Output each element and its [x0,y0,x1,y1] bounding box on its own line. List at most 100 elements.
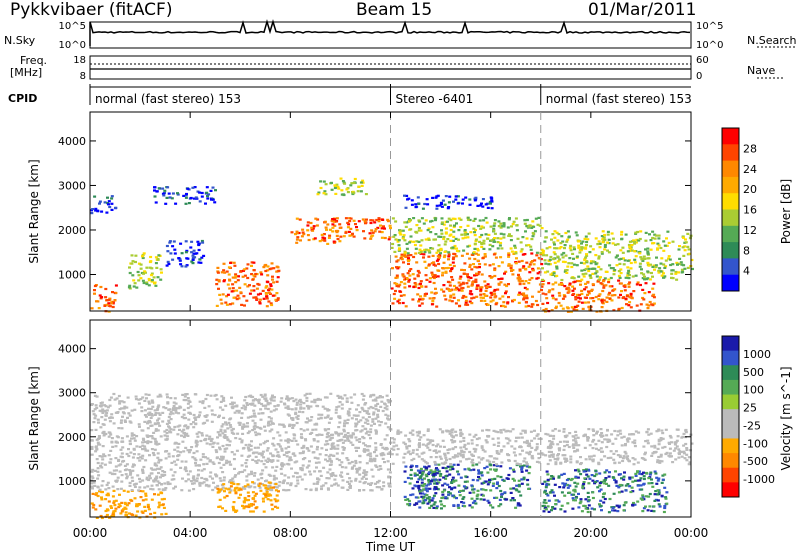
heatmap-cell [249,402,253,405]
heatmap-cell [480,241,484,245]
heatmap-cell [197,242,201,246]
heatmap-cell [233,475,237,478]
heatmap-cell [408,431,412,434]
heatmap-cell [477,271,481,274]
heatmap-cell [171,455,175,458]
heatmap-cell [174,202,178,205]
heatmap-cell [140,406,144,409]
heatmap-cell [507,296,510,299]
heatmap-cell [496,475,500,478]
heatmap-cell [104,296,108,299]
heatmap-cell [526,444,530,447]
heatmap-cell [600,301,604,304]
heatmap-cell [230,396,233,399]
heatmap-cell [459,460,462,463]
heatmap-cell [683,249,687,252]
heatmap-cell [475,497,479,500]
heatmap-cell [184,194,188,197]
heatmap-cell [649,248,653,251]
heatmap-cell [92,503,96,507]
heatmap-cell [504,498,508,501]
heatmap-cell [209,189,213,192]
heatmap-cell [631,480,635,483]
heatmap-cell [243,487,247,490]
heatmap-cell [550,453,554,457]
heatmap-cell [149,512,153,516]
heatmap-cell [324,183,328,186]
heatmap-cell [248,292,252,295]
heatmap-cell [678,257,682,260]
heatmap-cell [580,289,584,292]
heatmap-cell [120,480,124,483]
heatmap-cell [196,240,200,243]
heatmap-cell [459,489,463,493]
heatmap-cell [211,198,215,201]
heatmap-cell [253,474,256,477]
heatmap-cell [218,448,222,451]
heatmap-cell [481,205,485,208]
heatmap-cell [557,291,561,295]
heatmap-cell [260,402,264,406]
heatmap-cell [267,289,271,292]
heatmap-cell [657,443,661,446]
heatmap-cell [675,445,679,448]
heatmap-cell [568,432,572,435]
heatmap-cell [475,272,478,275]
heatmap-cell [302,407,306,410]
heatmap-cell [320,239,324,242]
heatmap-cell [403,480,407,483]
freq-label: Freq. [20,54,48,67]
heatmap-cell [583,237,587,240]
heatmap-cell [144,492,148,495]
heatmap-cell [338,401,342,404]
heatmap-cell [192,475,196,478]
heatmap-cell [681,270,685,273]
heatmap-cell [661,432,665,435]
heatmap-cell [556,454,560,457]
heatmap-cell [622,455,626,458]
heatmap-cell [135,286,139,289]
heatmap-cell [237,297,241,300]
heatmap-cell [143,509,147,512]
heatmap-cell [453,244,457,248]
heatmap-cell [222,262,226,265]
heatmap-cell [185,249,189,252]
heatmap-cell [455,222,458,225]
heatmap-cell [329,417,333,420]
heatmap-cell [108,471,112,474]
heatmap-cell [326,408,330,411]
heatmap-cell [286,399,290,402]
heatmap-cell [517,275,521,279]
heatmap-cell [680,455,684,458]
heatmap-cell [90,475,94,478]
heatmap-cell [361,408,365,411]
heatmap-cell [462,282,465,285]
heatmap-cell [456,195,460,198]
heatmap-cell [463,229,467,232]
heatmap-cell [636,281,640,284]
heatmap-cell [327,421,331,424]
heatmap-cell [574,440,578,443]
heatmap-cell [166,481,170,484]
heatmap-cell [282,463,286,466]
heatmap-cell [195,443,199,446]
heatmap-cell [464,196,468,199]
heatmap-cell [499,489,503,493]
heatmap-cell [185,192,188,196]
heatmap-cell [227,461,231,464]
heatmap-cell [427,480,431,483]
heatmap-cell [116,476,120,479]
heatmap-cell [148,419,152,423]
heatmap-cell [601,450,604,453]
heatmap-cell [691,267,694,271]
heatmap-cell [320,233,324,236]
heatmap-cell [591,248,595,251]
heatmap-cell [139,398,143,401]
heatmap-cell [562,440,566,443]
heatmap-cell [327,435,331,438]
heatmap-cell [382,485,386,488]
heatmap-cell [653,233,657,236]
heatmap-cell [190,240,194,243]
heatmap-cell [550,509,553,512]
heatmap-cell [545,254,549,257]
